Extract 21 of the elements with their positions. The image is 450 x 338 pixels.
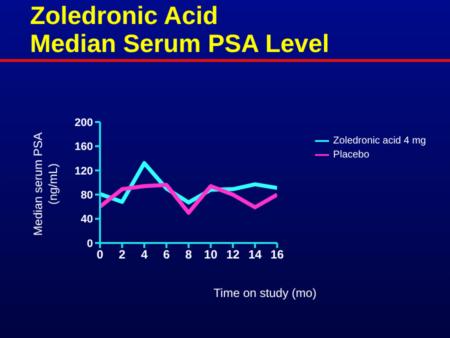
y-tick-label: 0 <box>86 238 93 250</box>
chart-title: Zoledronic Acid Median Serum PSA Level <box>30 2 330 58</box>
y-tick-label: 40 <box>80 214 93 226</box>
x-tick-label: 14 <box>248 248 262 262</box>
x-tick-label: 0 <box>96 248 104 262</box>
line-series <box>100 182 278 215</box>
x-tick-label: 12 <box>226 248 240 262</box>
y-tick-label: 120 <box>74 165 93 178</box>
y-axis-title: Median serum PSA (ng/mL) <box>31 132 60 236</box>
x-tick-label: 16 <box>270 248 284 262</box>
x-tick-label: 6 <box>163 248 170 262</box>
x-axis-title: Time on study (mo) <box>212 286 318 300</box>
x-tick-label: 2 <box>118 248 126 262</box>
y-tick-label: 80 <box>80 190 93 202</box>
y-tick-label: 160 <box>74 141 93 154</box>
x-tick-label: 4 <box>140 248 148 262</box>
legend-label: Zoledronic acid 4 mg <box>333 136 426 147</box>
x-tick-label: 10 <box>204 248 218 262</box>
y-tick-label: 200 <box>74 116 93 129</box>
x-tick-label: 8 <box>185 248 192 262</box>
legend-label: Placebo <box>333 150 370 161</box>
